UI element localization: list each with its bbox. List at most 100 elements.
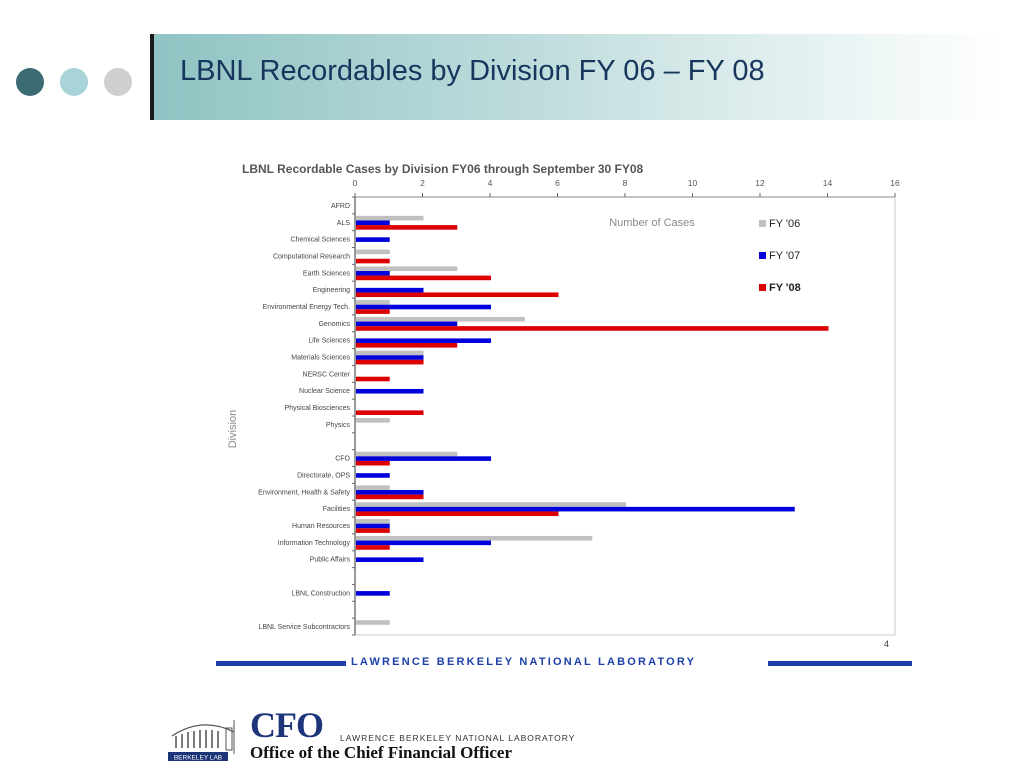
y-tick-label: LBNL Construction (292, 590, 351, 597)
bar-fy06-9 (356, 350, 424, 356)
y-tick-label: Engineering (313, 287, 350, 294)
berkeley-lab-logo: BERKELEY LAB (168, 720, 235, 762)
slide-title: LBNL Recordables by Division FY 06 – FY … (180, 55, 765, 87)
legend-label-2: FY '08 (769, 282, 801, 294)
y-tick-label: Facilities (323, 506, 351, 513)
footer-bar-right (768, 661, 912, 666)
chart-plot: 0 2 4 6 8 10 12 14 16 AFRD ALS Chemical Sciences Com… (227, 178, 900, 636)
cfo-title: CFO (250, 705, 324, 745)
y-tick-label: ALS (337, 220, 351, 227)
bar-fy07-17 (356, 490, 424, 495)
y-tick-label: Physics (326, 422, 351, 429)
footer-bar-left (216, 661, 346, 666)
bar-fy08-3 (356, 258, 390, 264)
bar-fy07-1 (356, 220, 390, 226)
bar-fy06-20 (356, 535, 593, 541)
bar-fy07-23 (356, 591, 390, 596)
bar-fy06-19 (356, 519, 390, 524)
y-tick-label: Materials Sciences (291, 355, 350, 362)
bar-fy07-4 (356, 271, 390, 276)
title-band (150, 34, 1000, 120)
bar-fy08-7 (356, 326, 829, 331)
bar-fy08-12 (356, 410, 424, 415)
legend-swatch-0 (759, 220, 766, 227)
bar-fy06-6 (356, 300, 390, 305)
y-tick-label: Environmental Energy Tech. (263, 304, 350, 311)
bar-fy07-16 (356, 473, 390, 478)
bar-fy07-6 (356, 304, 491, 310)
x-tick-label: 8 (623, 178, 628, 188)
bar-fy08-20 (356, 545, 390, 550)
bar-fy07-19 (356, 523, 390, 529)
bar-fy08-15 (356, 460, 390, 466)
y-tick-label: Nuclear Science (299, 388, 350, 395)
bar-fy07-2 (356, 237, 390, 242)
bar-fy07-8 (356, 338, 491, 343)
bar-fy07-18 (356, 506, 795, 512)
bar-fy06-18 (356, 502, 626, 507)
bar-fy06-1 (356, 215, 424, 221)
bar-fy08-1 (356, 225, 458, 230)
x-tick-label: 6 (555, 178, 560, 188)
x-tick-label: 12 (755, 178, 765, 188)
x-tick-label: 16 (890, 178, 900, 188)
y-axis-title: Division (227, 410, 239, 449)
y-tick-label: Computational Research (273, 253, 350, 260)
y-tick-label: Genomics (318, 321, 350, 328)
chart: 0 2 4 6 8 10 12 14 16 AFRD ALS Chemical Sciences Com… (227, 178, 900, 636)
x-tick-label: 2 (420, 178, 425, 188)
bar-fy06-4 (356, 266, 458, 272)
y-tick-label: Physical Biosciences (285, 405, 351, 412)
title-divider (150, 34, 154, 120)
logo-label: BERKELEY LAB (174, 755, 222, 762)
bar-fy06-25 (356, 620, 390, 625)
bar-fy07-20 (356, 540, 491, 546)
bar-fy08-10 (356, 376, 390, 382)
y-tick-label: Directorate, OPS (297, 472, 350, 479)
y-tick-label: Information Technology (278, 540, 351, 547)
x-tick-label: 0 (353, 178, 358, 188)
y-tick-label: NERSC Center (303, 371, 351, 378)
bar-fy07-21 (356, 557, 424, 562)
cfo-lab-name: LAWRENCE BERKELEY NATIONAL LABORATORY (340, 733, 576, 743)
bar-fy08-6 (356, 309, 390, 314)
page-number: 4 (884, 639, 890, 649)
bar-fy07-9 (356, 355, 424, 360)
bar-fy06-15 (356, 451, 458, 457)
bar-fy08-5 (356, 292, 559, 298)
y-tick-label: Life Sciences (308, 338, 350, 345)
y-tick-label: Public Affairs (310, 557, 351, 564)
x-tick-label: 14 (823, 178, 833, 188)
legend-swatch-2 (759, 284, 766, 291)
bar-fy06-7 (356, 316, 525, 322)
cfo-office-name: Office of the Chief Financial Officer (250, 743, 513, 762)
y-tick-label: Chemical Sciences (290, 237, 350, 244)
y-tick-label: LBNL Service Subcontractors (258, 624, 350, 631)
decorative-dot-light (60, 68, 88, 96)
bar-fy08-9 (356, 359, 424, 365)
bar-fy06-13 (356, 418, 390, 423)
y-tick-label: Human Resources (292, 523, 350, 530)
bar-fy08-19 (356, 528, 390, 533)
decorative-dot-dark (16, 68, 44, 96)
y-tick-label: Earth Sciences (303, 270, 351, 277)
bar-fy07-11 (356, 388, 424, 394)
bar-fy07-7 (356, 321, 458, 327)
legend-label-1: FY '07 (769, 250, 800, 262)
y-tick-label: CFO (335, 456, 350, 463)
footer-lab-name: LAWRENCE BERKELEY NATIONAL LABORATORY (351, 656, 697, 668)
chart-title: LBNL Recordable Cases by Division FY06 t… (242, 162, 644, 176)
decorative-dot-gray (104, 68, 132, 96)
x-tick-label: 10 (688, 178, 698, 188)
bar-fy08-18 (356, 511, 559, 517)
bar-fy07-5 (356, 287, 424, 293)
y-tick-label: AFRD (331, 203, 350, 210)
bar-fy07-15 (356, 456, 491, 461)
bar-fy06-17 (356, 485, 390, 491)
bar-fy06-3 (356, 249, 390, 255)
bar-fy08-8 (356, 342, 458, 348)
plot-frame (354, 196, 896, 636)
legend-swatch-1 (759, 252, 766, 259)
bar-fy08-4 (356, 275, 491, 281)
legend-label-0: FY '06 (769, 218, 800, 230)
